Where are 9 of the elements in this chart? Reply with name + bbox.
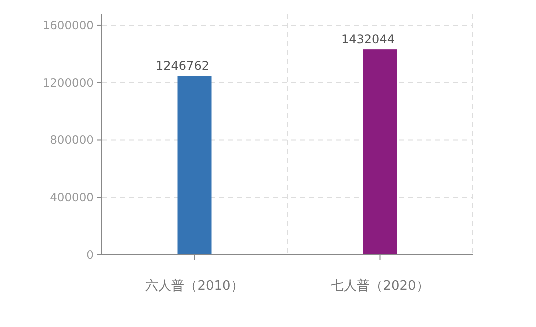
y-tick-label: 400000 bbox=[50, 190, 94, 205]
y-tick-label: 0 bbox=[86, 248, 94, 262]
y-tick-label: 1600000 bbox=[42, 18, 94, 32]
data-label: 1432044 bbox=[342, 32, 395, 47]
y-tick-label: 800000 bbox=[50, 133, 94, 148]
data-label: 1246762 bbox=[156, 59, 210, 74]
y-tick-label: 1200000 bbox=[42, 76, 94, 90]
x-tick-label: 七人普（2020） bbox=[331, 278, 430, 294]
x-tick-label: 六人普（2010） bbox=[146, 278, 244, 294]
